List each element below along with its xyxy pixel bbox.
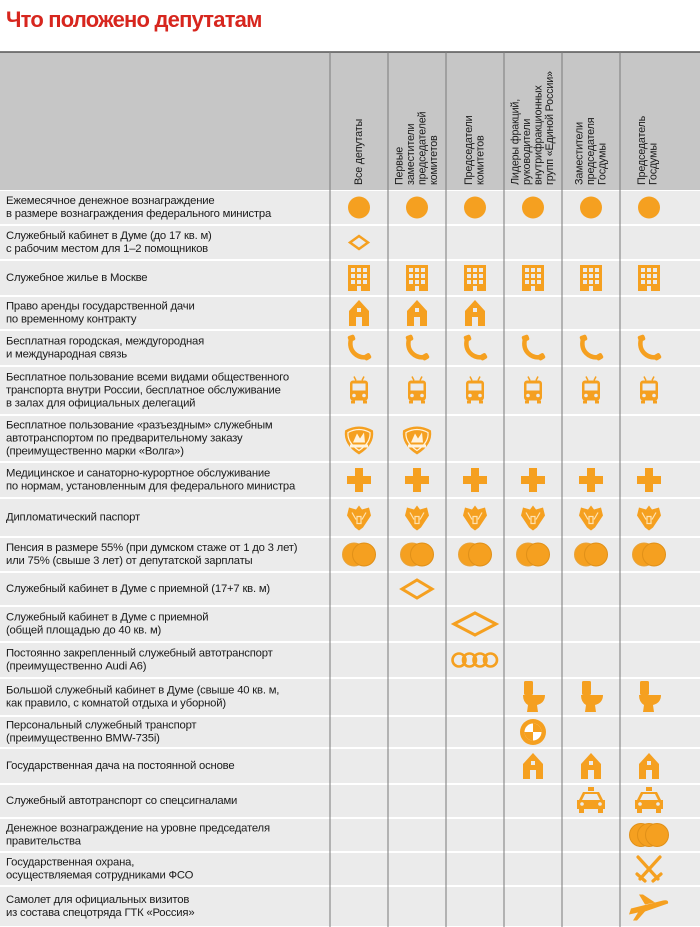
icon bbox=[639, 375, 659, 405]
row-label: с рабочим местом для 1–2 помощников bbox=[6, 243, 208, 255]
row-label: Денежное вознаграждение на уровне предсе… bbox=[6, 822, 270, 834]
row-label: Право аренды государственной дачи bbox=[6, 300, 195, 312]
column-header: групп «Единой России» bbox=[544, 71, 556, 185]
row-label: Дипломатический паспорт bbox=[6, 511, 140, 523]
row-label: осуществляемая сотрудниками ФСО bbox=[6, 869, 194, 881]
row-label: в размере вознаграждения федерального ми… bbox=[6, 208, 272, 220]
column-header: Лидеры фракций, bbox=[510, 99, 522, 185]
row-label: Пенсия в размере 55% (при думском стаже … bbox=[6, 542, 298, 554]
row-label: Служебный кабинет в Думе (до 17 кв. м) bbox=[6, 230, 212, 242]
column-header: комитетов bbox=[428, 135, 440, 185]
row-label: (преимущественно марки «Волга») bbox=[6, 445, 184, 457]
row-background bbox=[0, 717, 700, 747]
column-header: Госдумы bbox=[596, 143, 608, 185]
row-label: Государственная охрана, bbox=[6, 856, 134, 868]
icon bbox=[522, 265, 544, 291]
row-background bbox=[0, 853, 700, 885]
icon bbox=[638, 196, 660, 219]
column-header: Первые bbox=[394, 147, 406, 185]
icon bbox=[406, 196, 428, 219]
column-header: руководители bbox=[521, 119, 533, 185]
row-background bbox=[0, 643, 700, 677]
column-header: председателя bbox=[585, 117, 597, 185]
row-background bbox=[0, 887, 700, 926]
row-background bbox=[0, 819, 700, 851]
row-label: (преимущественно BMW-735i) bbox=[6, 732, 160, 744]
row-background bbox=[0, 607, 700, 641]
icon bbox=[580, 265, 602, 291]
row-label: Ежемесячное денежное вознаграждение bbox=[6, 195, 214, 207]
icon bbox=[520, 719, 546, 745]
icon bbox=[458, 542, 492, 567]
icon bbox=[406, 265, 428, 291]
column-header: заместители bbox=[405, 123, 417, 185]
row-label: автотранспортом по предварительному зака… bbox=[6, 432, 243, 444]
column-header: Председатели bbox=[463, 115, 475, 185]
icon bbox=[522, 196, 544, 219]
row-label: Служебный кабинет в Думе с приемной (17+… bbox=[6, 583, 270, 595]
row-label: в залах для официальных делегаций bbox=[6, 397, 195, 409]
column-header: комитетов bbox=[475, 135, 487, 185]
icon bbox=[581, 375, 601, 405]
icon bbox=[400, 542, 434, 567]
icon bbox=[348, 196, 370, 219]
icon bbox=[348, 265, 370, 291]
icon bbox=[523, 375, 543, 405]
header-background bbox=[0, 52, 700, 190]
row-label: и международная связь bbox=[6, 348, 127, 360]
row-label: Медицинское и санаторно-курортное обслуж… bbox=[6, 467, 270, 479]
row-label: Служебное жилье в Москве bbox=[6, 272, 147, 284]
row-label: Персональный служебный транспорт bbox=[6, 719, 196, 731]
icon bbox=[464, 265, 486, 291]
row-label: Бесплатное пользование «разъездным» служ… bbox=[6, 419, 272, 431]
column-header: Все депутаты bbox=[353, 119, 365, 185]
column-header: внутрифракционных bbox=[533, 85, 545, 185]
row-label: Служебный кабинет в Думе с приемной bbox=[6, 611, 208, 623]
row-label: (общей площадью до 40 кв. м) bbox=[6, 624, 162, 636]
row-label: транспорта внутри России, бесплатное обс… bbox=[6, 384, 281, 396]
row-label: или 75% (свыше 3 лет) от депутатской зар… bbox=[6, 555, 253, 567]
icon bbox=[464, 196, 486, 219]
row-label: Бесплатная городская, междугородная bbox=[6, 335, 204, 347]
row-label: по временному контракту bbox=[6, 313, 137, 325]
icon bbox=[516, 542, 550, 567]
icon bbox=[629, 823, 669, 847]
icon bbox=[349, 375, 369, 405]
row-label: из состава спецотряда ГТК «Россия» bbox=[6, 907, 194, 919]
row-label: Самолет для официальных визитов bbox=[6, 894, 189, 906]
row-label: по нормам, установленным для федеральног… bbox=[6, 480, 296, 492]
row-label: (преимущественно Audi A6) bbox=[6, 660, 147, 672]
row-label: Большой служебный кабинет в Думе (свыше … bbox=[6, 684, 279, 696]
icon bbox=[638, 265, 660, 291]
icon bbox=[465, 375, 485, 405]
column-header: Председатель bbox=[636, 115, 648, 185]
title: Что положено депутатам bbox=[6, 7, 262, 32]
column-header: Заместители bbox=[573, 122, 585, 185]
icon bbox=[342, 542, 376, 567]
row-label: Государственная дача на постоянной основ… bbox=[6, 760, 234, 772]
column-header: председателей bbox=[417, 111, 429, 185]
row-label: правительства bbox=[6, 835, 82, 847]
icon bbox=[407, 375, 427, 405]
row-label: Служебный автотранспорт со спецсигналами bbox=[6, 795, 237, 807]
row-background bbox=[0, 573, 700, 605]
icon bbox=[580, 196, 602, 219]
icon bbox=[632, 542, 666, 567]
icon bbox=[574, 542, 608, 567]
column-header: Госдумы bbox=[648, 143, 660, 185]
row-label: Постоянно закрепленный служебный автотра… bbox=[6, 647, 273, 659]
row-label: Бесплатное пользование всеми видами обще… bbox=[6, 371, 289, 383]
row-label: как правило, с комнатой отдыха и уборной… bbox=[6, 697, 226, 709]
